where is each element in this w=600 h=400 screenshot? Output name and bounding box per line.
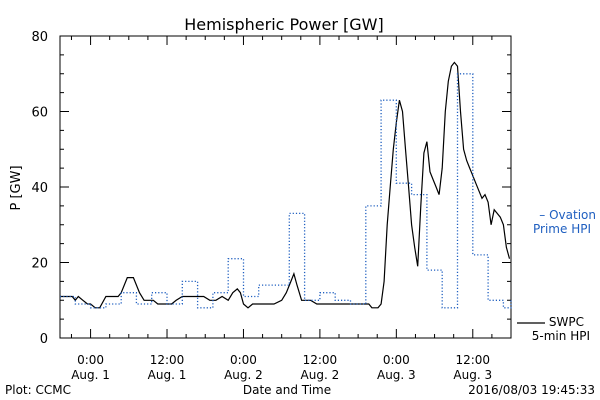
y-tick-label: 40: [31, 181, 48, 196]
x-tick-label-date: Aug. 3: [453, 368, 492, 382]
legend-swpc-line1: SWPC: [549, 315, 584, 329]
y-axis: 0 20 40 60 80: [31, 30, 511, 347]
y-axis-label: P [GW]: [9, 165, 24, 210]
x-tick-label-date: Aug. 2: [301, 368, 340, 382]
x-tick-label-date: Aug. 1: [71, 368, 110, 382]
x-tick-label-time: 0:00: [230, 353, 257, 367]
x-tick-label-time: 12:00: [455, 353, 490, 367]
legend: – Ovation Prime HPI SWPC 5-min HPI: [517, 208, 596, 343]
footer-left: Plot: CCMC: [5, 383, 71, 397]
footer-right: 2016/08/03 19:45:33: [468, 383, 595, 397]
legend-ovation-line1: – Ovation: [539, 208, 596, 222]
x-tick-label-time: 12:00: [150, 353, 185, 367]
series-group: [60, 61, 512, 309]
x-tick-label-date: Aug. 1: [148, 368, 187, 382]
swpc-series-line: [60, 61, 511, 309]
x-tick-label-date: Aug. 2: [224, 368, 263, 382]
chart-title: Hemispheric Power [GW]: [184, 15, 383, 34]
ovation-series-line: [60, 73, 512, 309]
x-axis-label: Date and Time: [243, 383, 331, 397]
x-tick-label-time: 0:00: [77, 353, 104, 367]
legend-swpc-line2: 5-min HPI: [532, 329, 590, 343]
x-tick-label-time: 0:00: [383, 353, 410, 367]
y-tick-label: 80: [31, 30, 48, 45]
legend-ovation-line2: Prime HPI: [533, 222, 591, 236]
y-tick-label: 60: [31, 106, 48, 121]
plot-frame: [59, 35, 512, 339]
x-tick-label-time: 12:00: [303, 353, 338, 367]
y-tick-label: 0: [40, 332, 48, 347]
y-tick-label: 20: [31, 257, 48, 272]
x-tick-label-date: Aug. 3: [377, 368, 416, 382]
